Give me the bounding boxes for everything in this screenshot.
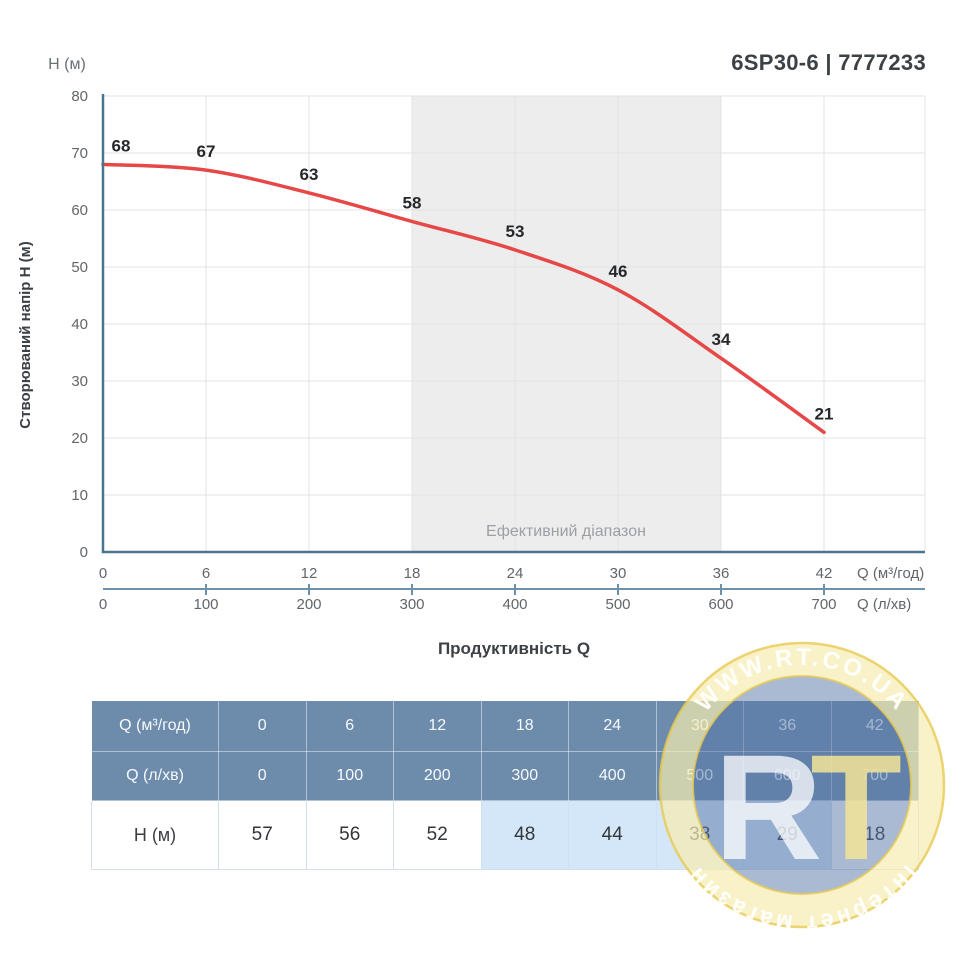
y-tick-label: 40 <box>71 316 88 333</box>
row-label-q-m3h: Q (м³/год) <box>91 700 219 752</box>
x-tick-label-m3h: 18 <box>404 565 421 582</box>
table-cell: 18 <box>480 700 569 752</box>
table-cell: 38 <box>655 800 744 870</box>
curve-point-label: 68 <box>112 136 131 155</box>
x-tick-label-lmin: 600 <box>708 596 733 613</box>
y-tick-label: 0 <box>80 544 88 561</box>
row-label-head: Н (м) <box>91 800 219 870</box>
curve-point-label: 63 <box>300 165 319 184</box>
x-tick-label-lmin: 700 <box>811 596 836 613</box>
table-cell: 100 <box>305 751 394 801</box>
y-tick-label: 80 <box>71 88 88 105</box>
y-tick-label: 10 <box>71 487 88 504</box>
watermark-shop-text: Інтернет магазин <box>681 861 923 937</box>
curve-point-label: 53 <box>506 222 525 241</box>
x-tick-label-m3h: 6 <box>202 565 210 582</box>
y-tick-label: 50 <box>71 259 88 276</box>
pump-curve: 68 67 63 58 53 46 34 21 <box>101 136 834 435</box>
x-unit-lmin-label: Q (л/хв) <box>857 596 911 613</box>
table-cell: 0 <box>218 700 307 752</box>
table-cell: 6 <box>305 700 394 752</box>
table-cell: 500 <box>655 751 744 801</box>
x-tick-label-lmin: 200 <box>296 596 321 613</box>
x-tick-label-m3h: 12 <box>301 565 318 582</box>
table-cell: 29 <box>743 800 832 870</box>
x-tick-label-m3h: 30 <box>610 565 627 582</box>
table-row-q-m3h: Q (м³/год) 0 6 12 18 24 30 36 42 <box>91 700 919 752</box>
y-tick-label: 60 <box>71 202 88 219</box>
curve-point-label: 21 <box>815 404 834 423</box>
x-tick-label-m3h: 36 <box>713 565 730 582</box>
axes <box>101 94 925 595</box>
x-tick-label-m3h: 42 <box>816 565 833 582</box>
pump-model-title: 6SP30-6 | 7777233 <box>731 50 926 75</box>
table-cell: 24 <box>568 700 657 752</box>
x-axis-title: Продуктивність Q <box>438 639 590 658</box>
x-tick-label-lmin: 400 <box>502 596 527 613</box>
x-tick-label-lmin: 0 <box>99 596 107 613</box>
pump-data-table: Q (м³/год) 0 6 12 18 24 30 36 42 Q (л/хв… <box>91 700 919 870</box>
table-cell: 52 <box>393 800 482 870</box>
pump-curve-chart: Ефективний діапазон 68 67 63 58 53 46 34 21 0 10… <box>17 56 926 658</box>
table-cell: 600 <box>743 751 832 801</box>
table-cell: 700 <box>830 751 919 801</box>
table-cell: 12 <box>393 700 482 752</box>
x-tick-label-lmin: 500 <box>605 596 630 613</box>
gridlines <box>104 95 926 551</box>
x-tick-label-lmin: 100 <box>193 596 218 613</box>
curve-point-label: 46 <box>609 262 628 281</box>
curve-point-label: 58 <box>403 193 422 212</box>
table-cell: 56 <box>305 800 394 870</box>
x-tick-label-lmin: 300 <box>399 596 424 613</box>
x-tick-label-m3h: 24 <box>507 565 524 582</box>
y-unit-label: H (м) <box>48 56 86 73</box>
table-cell: 48 <box>480 800 569 870</box>
table-cell: 18 <box>830 800 919 870</box>
table-cell: 57 <box>218 800 307 870</box>
y-tick-label: 70 <box>71 145 88 162</box>
table-cell: 30 <box>655 700 744 752</box>
table-cell: 0 <box>218 751 307 801</box>
curve-point-label: 34 <box>712 330 731 349</box>
effective-range-label: Ефективний діапазон <box>486 523 646 540</box>
table-cell: 44 <box>568 800 657 870</box>
x-tick-label-m3h: 0 <box>99 565 107 582</box>
table-cell: 42 <box>830 700 919 752</box>
table-row-head: Н (м) 57 56 52 48 44 38 29 18 <box>91 800 919 870</box>
y-tick-label: 20 <box>71 430 88 447</box>
table-cell: 200 <box>393 751 482 801</box>
curve-point-label: 67 <box>197 142 216 161</box>
table-cell: 36 <box>743 700 832 752</box>
y-axis-title: Створюваний напір Н (м) <box>17 241 34 428</box>
axis-tick-labels: 0 10 20 30 40 50 60 70 80 0 6 12 18 24 30 36 42 0 100 200 30… <box>71 88 836 613</box>
row-label-q-lmin: Q (л/хв) <box>91 751 219 801</box>
table-cell: 300 <box>480 751 569 801</box>
table-row-q-lmin: Q (л/хв) 0 100 200 300 400 500 600 700 <box>91 751 919 801</box>
y-tick-label: 30 <box>71 373 88 390</box>
table-cell: 400 <box>568 751 657 801</box>
x-unit-m3h-label: Q (м³/год) <box>857 565 924 582</box>
head-curve <box>101 162 826 435</box>
